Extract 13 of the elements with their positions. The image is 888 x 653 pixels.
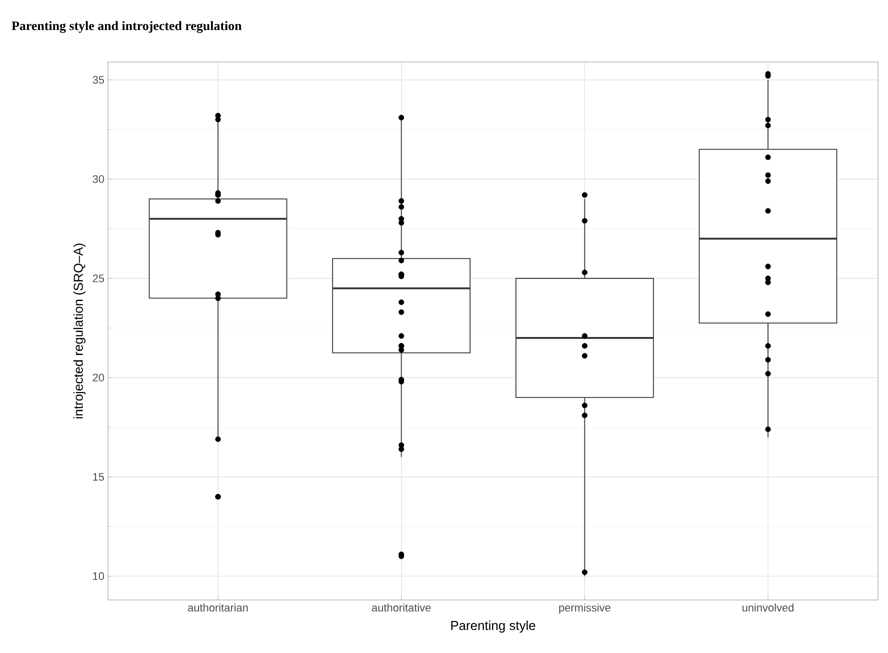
y-tick-label: 35 bbox=[92, 76, 104, 84]
y-tick-label: 20 bbox=[92, 374, 104, 382]
x-tick-label: authoritarian bbox=[188, 604, 248, 612]
y-tick-label: 10 bbox=[93, 572, 104, 580]
y-tick-label: 25 bbox=[92, 274, 104, 282]
y-tick-label: 30 bbox=[92, 175, 104, 183]
y-tick-label: 15 bbox=[93, 473, 104, 481]
x-tick-label: permissive bbox=[559, 604, 610, 614]
y-axis-title: introjected regulation (SRQ–A) bbox=[73, 244, 86, 418]
x-axis-title: Parenting style bbox=[451, 620, 536, 633]
chart-title: Parenting style and introjected regulation bbox=[12, 21, 242, 33]
x-tick-label: uninvolved bbox=[742, 604, 794, 612]
x-tick-label: authoritative bbox=[372, 604, 431, 612]
